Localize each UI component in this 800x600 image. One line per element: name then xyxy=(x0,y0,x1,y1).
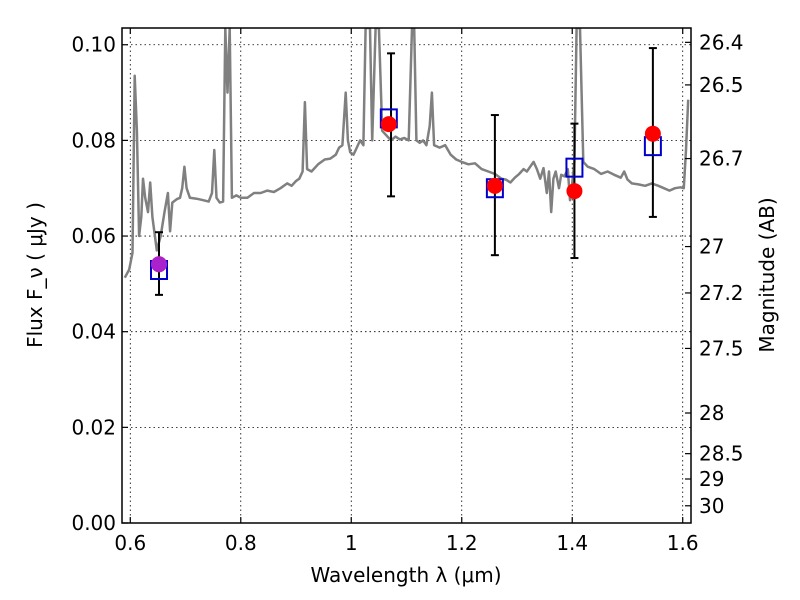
x-tick-label: 1.2 xyxy=(446,531,478,555)
axis-ticks xyxy=(122,28,691,524)
right-tick-label: 27 xyxy=(699,235,724,259)
right-axis-label: Magnitude (AB) xyxy=(755,197,779,352)
model-spectrum-line xyxy=(123,28,690,279)
right-tick-label: 26.7 xyxy=(699,147,744,171)
highlight-flux-dot xyxy=(151,256,168,273)
y-tick-label: 0.06 xyxy=(71,224,116,248)
x-tick-label: 0.6 xyxy=(114,531,146,555)
y-tick-label: 0.04 xyxy=(71,320,116,344)
observed-flux-dot xyxy=(644,125,661,142)
right-tick-label: 26.5 xyxy=(699,73,744,97)
right-tick-label: 28 xyxy=(699,401,724,425)
observed-flux-dot xyxy=(380,116,397,133)
y-tick-label: 0.08 xyxy=(71,128,116,152)
plot-frame xyxy=(121,27,692,524)
tick-labels: 0.6 0.8 1 1.2 1.4 1.6 0.00 0.02 0.04 0.06 0.08 0.10… xyxy=(71,30,743,555)
observed-flux-dot xyxy=(566,183,583,200)
right-tick-label: 29 xyxy=(699,467,724,491)
x-tick-label: 1.4 xyxy=(556,531,588,555)
right-tick-label: 28.5 xyxy=(699,442,744,466)
observed-flux-dot xyxy=(486,177,503,194)
y-axis-label: Flux F_ν ( μJy ) xyxy=(23,202,47,348)
right-tick-label: 30 xyxy=(699,494,724,518)
x-tick-label: 0.8 xyxy=(225,531,257,555)
right-tick-label: 27.5 xyxy=(699,336,744,360)
x-axis-label: Wavelength λ (μm) xyxy=(310,563,501,587)
model-square-marker xyxy=(565,157,584,178)
x-tick-label: 1 xyxy=(345,531,358,555)
y-tick-label: 0.00 xyxy=(71,511,116,535)
right-tick-label: 26.4 xyxy=(699,30,744,54)
y-tick-label: 0.10 xyxy=(71,33,116,57)
plot-area xyxy=(123,28,690,296)
y-tick-label: 0.02 xyxy=(71,415,116,439)
right-tick-label: 27.2 xyxy=(699,281,744,305)
x-tick-label: 1.6 xyxy=(667,531,699,555)
